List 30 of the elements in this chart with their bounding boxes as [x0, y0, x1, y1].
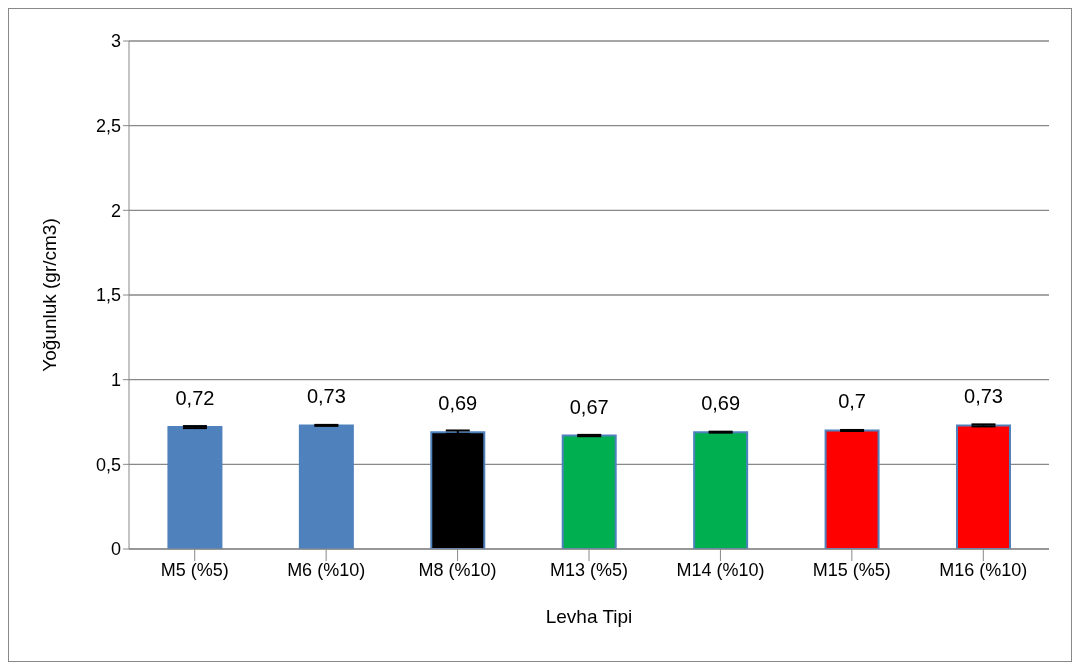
data-label: 0,69: [438, 392, 478, 415]
y-tick-label: 2,5: [95, 116, 121, 137]
data-label: 0,69: [701, 392, 741, 415]
y-axis-title: Yoğunluk (gr/cm3): [38, 218, 60, 372]
bar: [824, 429, 880, 549]
bar: [298, 424, 354, 549]
data-label: 0,67: [569, 395, 609, 418]
bar: [693, 431, 749, 549]
data-label: 0,7: [838, 390, 866, 413]
x-tick-label: M13 (%5): [549, 559, 629, 580]
y-tick-label: 2: [110, 200, 121, 221]
x-tick-label: M5 (%5): [160, 559, 229, 580]
y-tick-label: 0: [110, 539, 121, 560]
x-tick-label: M8 (%10): [418, 559, 497, 580]
y-tick-label: 1: [110, 370, 121, 391]
bar: [430, 431, 486, 549]
x-tick-label: M14 (%10): [676, 559, 765, 580]
x-axis-title: Levha Tipi: [545, 606, 633, 627]
bar: [956, 424, 1011, 549]
y-tick-label: 1,5: [95, 285, 121, 306]
y-tick-label: 0,5: [95, 454, 121, 475]
x-tick-label: M6 (%10): [287, 559, 366, 580]
data-label: 0,73: [306, 385, 346, 408]
data-label: 0,73: [964, 385, 1003, 408]
y-tick-label: 3: [110, 31, 121, 52]
x-tick-label: M16 (%10): [939, 559, 1028, 580]
bar: [561, 434, 617, 549]
bar: [167, 426, 223, 549]
x-tick-label: M15 (%5): [812, 559, 891, 580]
data-label: 0,72: [175, 387, 215, 410]
